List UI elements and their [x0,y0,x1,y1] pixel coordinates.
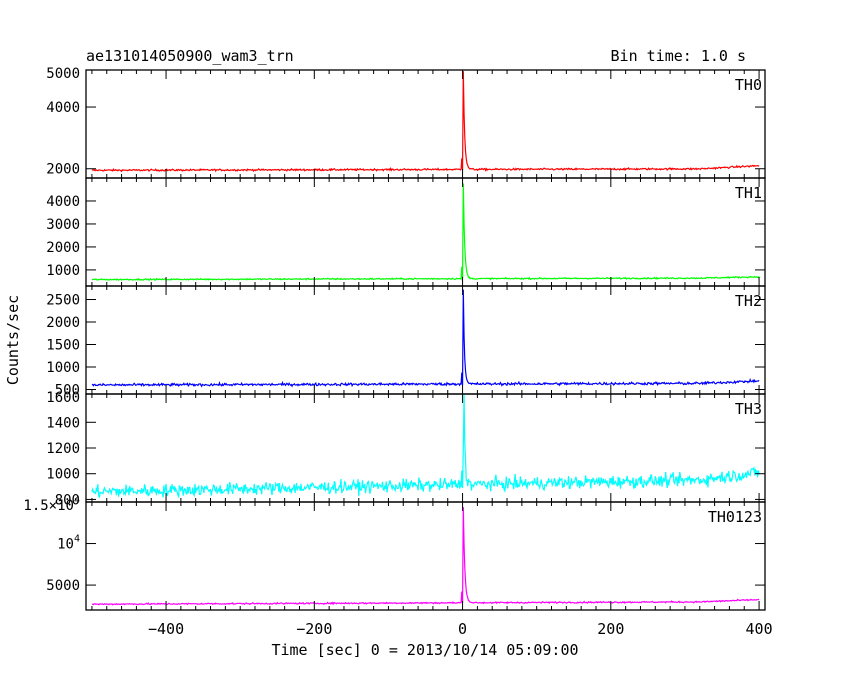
y-axis-label: Counts/sec [4,295,22,385]
y-tick-label: 1000 [46,467,80,483]
y-tick-exponent: 4 [74,495,80,506]
y-tick-label: 2000 [46,162,80,178]
x-tick-label: −400 [148,620,184,638]
series-line-th0 [91,71,760,173]
y-tick-label: 1500 [46,338,80,354]
y-tick-label: 2500 [46,293,80,309]
y-tick-mantissa: 1.5×10 [23,498,74,514]
y-tick-label: 1.5×104 [23,495,80,514]
y-tick-label: 1200 [46,441,80,457]
y-tick-label: 5000 [46,578,80,594]
panel-frame [85,285,766,395]
x-tick-label: 0 [458,620,467,638]
panel-th1: TH1 1000 2000 3000 4000 [46,177,766,287]
x-axis-label: Time [sec] 0 = 2013/10/14 05:09:00 [271,641,578,659]
x-tick-label: −200 [296,620,332,638]
x-tick-label: 200 [597,620,624,638]
y-tick-label: 4000 [46,100,80,116]
y-tick-label: 5000 [46,66,80,82]
y-tick-label: 3000 [46,217,80,233]
y-tick-label: 104 [57,534,80,553]
y-tick-label: 2000 [46,240,80,256]
y-tick-label: 1400 [46,415,80,431]
series-line-th2 [91,289,760,388]
y-tick-mantissa: 10 [57,537,74,553]
y-tick-label: 4000 [46,194,80,210]
y-tick-label: 1000 [46,263,80,279]
y-tick-label: 800 [55,492,80,508]
chart-title: ae131014050900_wam3_trn [86,47,294,65]
panel-label-th1: TH1 [735,184,762,202]
panel-label-th3: TH3 [735,400,762,418]
y-tick-label: 1000 [46,360,80,376]
series-line-th1 [91,183,760,282]
panel-frame [85,69,766,179]
panel-label-th0123: TH0123 [708,508,762,526]
panel-stack: TH0200040005000TH11000200030004000TH2500… [23,66,772,638]
panel-th2: TH2 500 1000 1500 2000 2500 [46,285,766,399]
series-line-th0123 [91,507,760,606]
y-tick-exponent: 4 [74,534,80,545]
y-tick-label: 500 [55,383,80,399]
panel-label-th0: TH0 [735,76,762,94]
y-tick-label: 2000 [46,315,80,331]
panel-th0: TH0 2000 4000 5000 [46,66,766,179]
panel-frame [85,177,766,287]
bin-time-label: Bin time: 1.0 s [611,47,746,65]
panel-label-th2: TH2 [735,292,762,310]
panel-frame [85,501,766,611]
y-tick-label: 1600 [46,390,80,406]
series-line-th3 [91,394,760,499]
panel-th3: TH3 800 1000 1200 1400 1600 [46,390,766,508]
x-tick-label: 400 [746,620,773,638]
